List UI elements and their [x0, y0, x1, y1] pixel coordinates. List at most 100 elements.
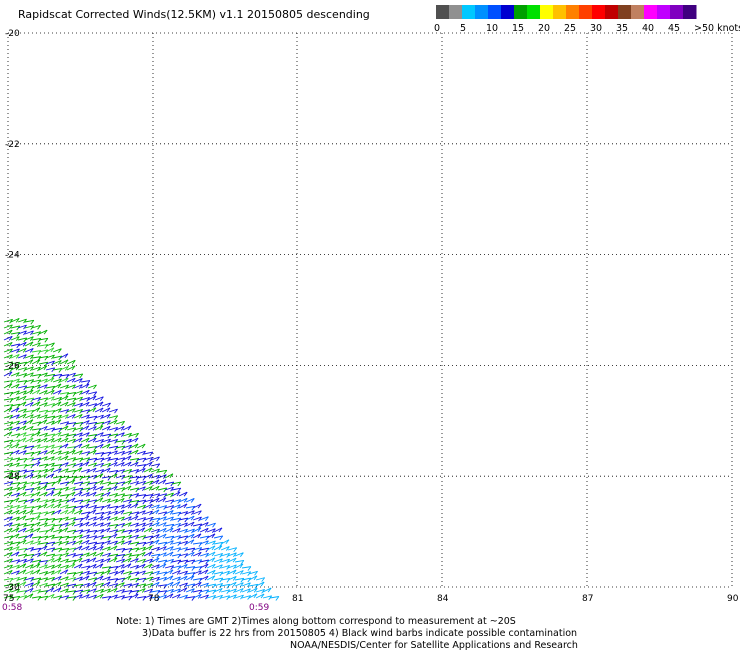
wind-barb: [143, 467, 153, 473]
wind-barb: [87, 395, 97, 401]
wind-barb: [80, 539, 90, 545]
wind-barb: [45, 467, 55, 473]
wind-barb: [73, 390, 83, 396]
wind-barb: [87, 491, 97, 497]
wind-barb: [234, 594, 244, 600]
wind-barb: [206, 575, 216, 581]
wind-barb: [234, 563, 244, 569]
wind-barb: [122, 534, 132, 540]
wind-barb: [66, 590, 77, 595]
wind-barb: [143, 563, 153, 569]
wind-barb: [59, 552, 69, 558]
wind-barb: [3, 558, 13, 564]
wind-barb: [31, 438, 41, 444]
x-tick-label: 87: [582, 594, 593, 604]
wind-barb: [143, 540, 153, 546]
wind-barb: [73, 408, 83, 414]
wind-barb: [150, 546, 160, 552]
wind-barb: [94, 473, 104, 479]
wind-barb: [45, 360, 55, 366]
colorbar-segment: [462, 5, 476, 19]
wind-barb: [38, 518, 49, 523]
wind-barb: [31, 359, 41, 365]
wind-barb: [3, 329, 13, 335]
wind-barb: [52, 378, 62, 384]
wind-barb: [52, 396, 62, 402]
wind-barb: [101, 516, 111, 521]
wind-barb: [122, 432, 132, 438]
wind-barb: [178, 522, 188, 528]
wind-barb: [199, 522, 209, 527]
wind-barb: [17, 491, 27, 497]
wind-barb: [10, 576, 20, 582]
wind-barb: [234, 552, 244, 557]
wind-barb: [24, 506, 35, 511]
wind-barb: [87, 516, 97, 522]
wind-barb: [157, 552, 167, 557]
wind-barb: [45, 527, 55, 533]
wind-barb: [66, 469, 77, 475]
colorbar-segment: [618, 5, 632, 19]
wind-barb: [227, 552, 237, 558]
wind-barb: [143, 503, 153, 509]
wind-barb: [10, 348, 20, 354]
wind-barb: [3, 403, 14, 409]
wind-barb: [31, 431, 41, 437]
wind-barb: [94, 582, 104, 588]
wind-barb: [3, 414, 13, 420]
wind-barb: [136, 588, 146, 593]
wind-barb: [192, 503, 202, 509]
wind-barb: [101, 558, 111, 563]
wind-barb: [10, 332, 21, 337]
wind-barb: [66, 422, 77, 427]
wind-barb: [10, 516, 20, 522]
wind-barb: [80, 552, 90, 558]
wind-barb: [45, 570, 55, 576]
wind-barb: [31, 480, 41, 486]
wind-barb: [73, 576, 83, 582]
colorbar-segment: [644, 5, 658, 19]
wind-barb: [17, 432, 27, 437]
wind-barb: [31, 515, 41, 521]
wind-barb: [59, 540, 69, 546]
wind-barb: [17, 569, 27, 575]
wind-barb: [115, 516, 125, 522]
wind-barb: [80, 503, 90, 509]
wind-barb: [115, 425, 125, 431]
wind-barb: [157, 479, 167, 485]
wind-barb: [24, 341, 34, 347]
wind-barb: [31, 324, 41, 330]
wind-barb: [17, 395, 27, 401]
wind-barb: [171, 528, 181, 533]
wind-barb: [59, 547, 70, 553]
wind-barb: [94, 492, 104, 498]
wind-barb: [164, 492, 174, 498]
wind-barb: [94, 396, 104, 402]
wind-barb: [122, 503, 132, 509]
time-label-left: 0:58: [2, 603, 22, 613]
grid-lines: [7, 32, 733, 588]
note-line-1: Note: 1) Times are GMT 2)Times along bot…: [116, 616, 516, 627]
wind-barb: [80, 594, 90, 599]
wind-barb: [101, 588, 111, 594]
wind-barb: [66, 438, 76, 444]
wind-barb: [227, 547, 238, 553]
wind-barb: [108, 492, 118, 498]
wind-barb: [45, 517, 56, 523]
wind-barb: [31, 342, 41, 348]
y-tick-label: -20: [5, 29, 20, 39]
wind-barb: [122, 461, 132, 467]
wind-barb: [178, 528, 188, 534]
wind-barb: [45, 444, 55, 450]
wind-barb: [59, 522, 69, 527]
wind-barb: [108, 473, 118, 479]
wind-barb: [52, 464, 63, 469]
wind-barb: [10, 509, 20, 515]
wind-barb: [80, 389, 90, 395]
wind-barb: [52, 437, 62, 443]
wind-barb: [80, 444, 90, 449]
wind-barb: [31, 396, 41, 402]
wind-barb: [136, 510, 146, 515]
wind-speed-colorbar: 0 5 10 15 20 25 30 35 40 45 >50 knots: [434, 5, 740, 34]
wind-barb: [213, 535, 224, 541]
